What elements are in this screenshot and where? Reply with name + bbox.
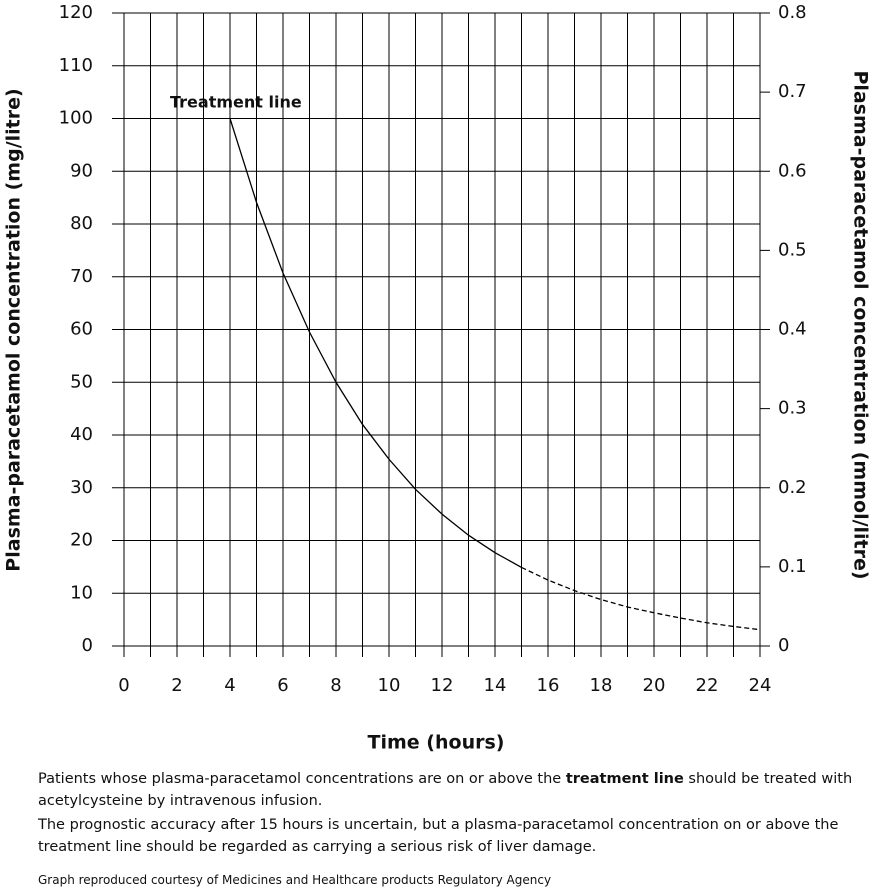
y-tick-label: 40 xyxy=(70,424,93,445)
x-tick-label: 10 xyxy=(378,675,401,696)
y-axis-title: Plasma-paracetamol concentration (mg/lit… xyxy=(3,88,25,571)
x-tick-label: 22 xyxy=(696,675,719,696)
x-tick-label: 16 xyxy=(537,675,560,696)
x-axis-title: Time (hours) xyxy=(368,732,505,754)
x-tick-label: 18 xyxy=(590,675,613,696)
treatment-line xyxy=(229,118,522,568)
y-tick-label: 30 xyxy=(70,477,93,498)
y-tick-label: 110 xyxy=(59,55,93,76)
note: The prognostic accuracy after 15 hours i… xyxy=(38,817,839,855)
y2-tick-label: 0.2 xyxy=(778,477,807,498)
y-tick-label: 60 xyxy=(70,319,93,340)
x-tick-label: 24 xyxy=(749,675,772,696)
y2-axis-title: Plasma-paracetamol concentration (mmol/l… xyxy=(850,70,872,579)
note-text: should be treated with acetylcysteine by… xyxy=(38,771,853,809)
y-tick-label: 100 xyxy=(59,108,93,129)
y2-tick-label: 0.3 xyxy=(778,398,807,419)
x-tick-label: 6 xyxy=(277,675,288,696)
y2-tick-label: 0.5 xyxy=(778,239,807,260)
y2-tick-label: 0.1 xyxy=(778,556,807,577)
y-tick-label: 120 xyxy=(59,2,93,23)
x-tick-label: 20 xyxy=(643,675,666,696)
y2-tick-label: 0.6 xyxy=(778,160,807,181)
y-tick-label: 0 xyxy=(82,635,93,656)
note-bold: treatment line xyxy=(565,771,684,787)
y2-tick-label: 0 xyxy=(778,635,789,656)
y-tick-label: 70 xyxy=(70,266,93,287)
x-tick-label: 8 xyxy=(330,675,341,696)
y-tick-label: 90 xyxy=(70,160,93,181)
y2-tick-label: 0.8 xyxy=(778,2,807,23)
treatment-line xyxy=(521,566,761,631)
y2-tick-label: 0.4 xyxy=(778,319,807,340)
y-tick-label: 80 xyxy=(70,213,93,234)
y2-tick-label: 0.7 xyxy=(778,81,807,102)
chart: Time (hours) Plasma-paracetamol concentr… xyxy=(3,2,872,754)
annotation: Treatment line xyxy=(170,93,302,112)
x-tick-label: 12 xyxy=(431,675,454,696)
note: Patients whose plasma-paracetamol concen… xyxy=(38,768,858,812)
y-tick-label: 20 xyxy=(70,530,93,551)
y-tick-label: 10 xyxy=(70,582,93,603)
credit: Graph reproduced courtesy of Medicines a… xyxy=(38,873,552,887)
note-text: Patients whose plasma-paracetamol concen… xyxy=(38,771,566,787)
x-tick-label: 2 xyxy=(171,675,182,696)
x-tick-label: 4 xyxy=(224,675,235,696)
x-tick-label: 0 xyxy=(118,675,129,696)
x-tick-label: 14 xyxy=(484,675,507,696)
y-tick-label: 50 xyxy=(70,371,93,392)
